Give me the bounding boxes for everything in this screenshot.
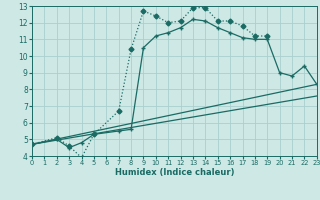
X-axis label: Humidex (Indice chaleur): Humidex (Indice chaleur) [115,168,234,177]
